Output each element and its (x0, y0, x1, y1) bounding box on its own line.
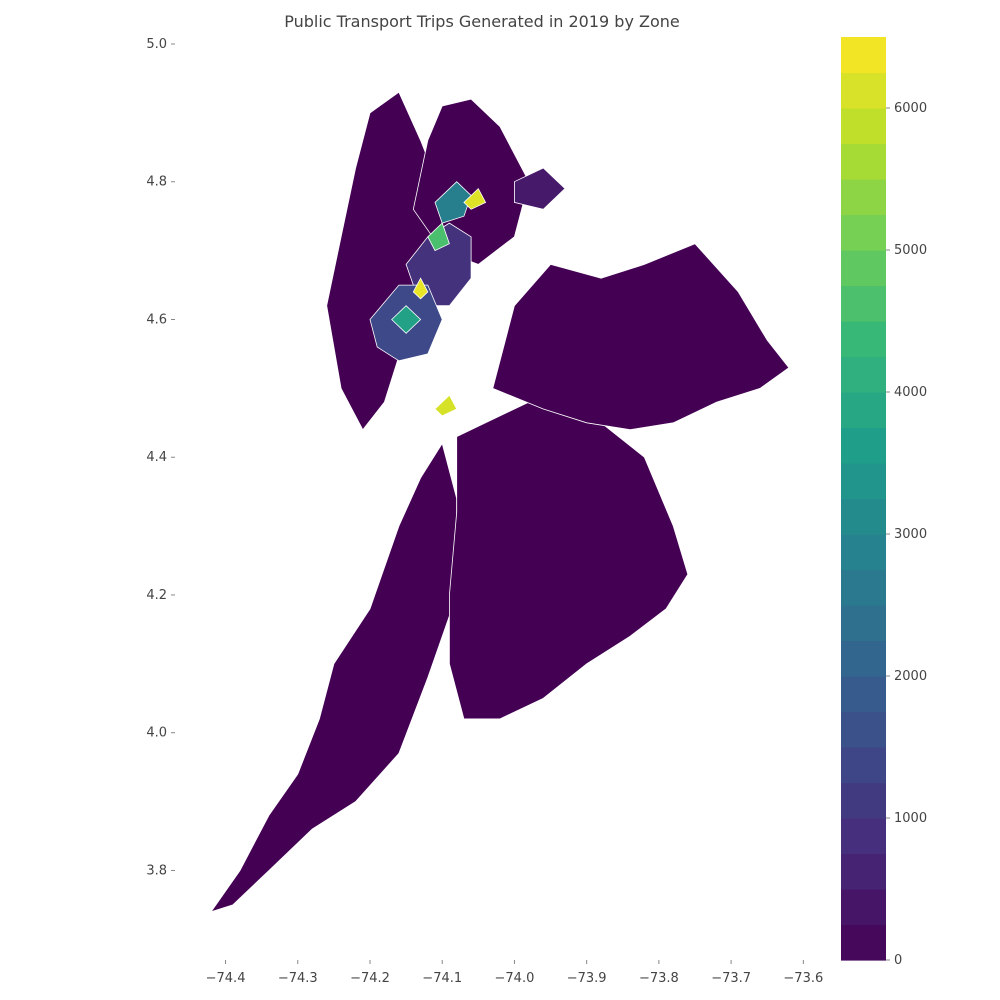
y-axis: 5.0 4.8 4.6 4.4 4.2 4.0 3.8 (146, 37, 175, 878)
colorbar-segment (841, 569, 886, 606)
colorbar-segment (841, 640, 886, 677)
y-tick-label: 4.2 (146, 588, 167, 603)
x-tick-label: −73.6 (783, 971, 823, 986)
colorbar-segment (841, 782, 886, 819)
x-axis: −74.4 −74.3 −74.2 −74.1 −74.0 −73.9 −73.8 −73.7… (206, 960, 823, 986)
colorbar-segment (841, 37, 886, 74)
x-tick-label: −74.2 (350, 971, 390, 986)
colorbar-segment (841, 463, 886, 500)
colorbar-tick-label: 0 (894, 953, 902, 968)
y-tick-label: 4.4 (146, 450, 167, 465)
y-tick-label: 3.8 (146, 863, 167, 878)
colorbar-segment (841, 605, 886, 642)
zone-hotspot-center (412, 277, 429, 300)
colorbar-tick-label: 4000 (894, 385, 927, 400)
colorbar-segment (841, 924, 886, 961)
x-tick-label: −73.7 (711, 971, 751, 986)
zone-regions (210, 91, 790, 913)
colorbar-tick-label: 2000 (894, 669, 927, 684)
x-tick-label: −73.9 (567, 971, 607, 986)
colorbar-segment (841, 250, 886, 287)
zone-south-central (449, 401, 689, 720)
colorbar: 0 1000 2000 3000 4000 5000 6000 (841, 37, 927, 968)
map-title: Public Transport Trips Generated in 2019… (284, 12, 680, 31)
colorbar-segment (841, 711, 886, 748)
colorbar-segment (841, 853, 886, 890)
colorbar-segment (841, 356, 886, 393)
zone-hotspot-south (434, 394, 458, 417)
colorbar-tick-label: 5000 (894, 243, 927, 258)
zone-east-region (492, 243, 790, 431)
zone-hotspot-north (463, 187, 487, 210)
zone-urban-core-e (427, 222, 450, 252)
x-tick-label: −73.8 (639, 971, 679, 986)
colorbar-segment (841, 321, 886, 358)
x-tick-label: −74.4 (206, 971, 246, 986)
colorbar-segment (841, 498, 886, 535)
colorbar-segment (841, 179, 886, 216)
colorbar-segment (841, 747, 886, 784)
y-tick-label: 4.8 (146, 175, 167, 190)
colorbar-tick-label: 1000 (894, 811, 927, 826)
colorbar-segment (841, 392, 886, 429)
x-tick-label: −74.0 (495, 971, 535, 986)
zone-south-sumapaz (210, 442, 458, 913)
colorbar-segment (841, 427, 886, 464)
zone-west-region (326, 91, 443, 431)
colorbar-segment (841, 285, 886, 322)
colorbar-segment (841, 534, 886, 571)
colorbar-segment (841, 214, 886, 251)
zone-urban-core-d (391, 305, 422, 334)
colorbar-segment (841, 72, 886, 109)
colorbar-segment (841, 818, 886, 855)
colorbar-segment (841, 889, 886, 926)
x-tick-label: −74.3 (278, 971, 318, 986)
colorbar-segment (841, 676, 886, 713)
y-tick-label: 5.0 (146, 37, 167, 52)
colorbar-tick-label: 6000 (894, 101, 927, 116)
zone-northeast-zone (514, 167, 566, 210)
y-tick-label: 4.6 (146, 312, 167, 327)
x-tick-label: −74.1 (422, 971, 462, 986)
colorbar-segment (841, 108, 886, 145)
colorbar-segment (841, 143, 886, 180)
y-tick-label: 4.0 (146, 726, 167, 741)
colorbar-tick-label: 3000 (894, 527, 927, 542)
